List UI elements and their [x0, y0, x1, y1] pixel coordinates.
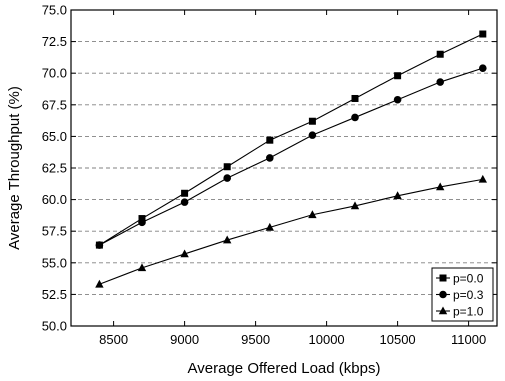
legend: p=0.0 p=0.3 p=1.0	[431, 267, 494, 322]
data-point	[223, 235, 232, 244]
data-point	[95, 241, 104, 249]
series-line	[99, 67, 483, 246]
y-tick-label: 75.0	[42, 3, 67, 18]
data-point	[436, 50, 444, 58]
x-tick-label: 10000	[309, 332, 345, 347]
axis-ticks: 50.0 52.5 55.0 57.5 60.0 62.5 65.0 67.5 70.0 72.5…	[42, 3, 497, 347]
y-tick-label: 67.5	[42, 97, 67, 112]
legend-label: p=0.3	[453, 288, 484, 302]
y-tick-label: 70.0	[42, 66, 67, 81]
series-layer	[95, 30, 487, 288]
data-point	[265, 222, 274, 231]
data-point	[266, 136, 274, 144]
data-point	[308, 117, 316, 125]
series-p=0.3	[95, 64, 487, 249]
data-point	[138, 218, 146, 227]
y-tick-label: 52.5	[42, 287, 67, 302]
data-point	[436, 78, 445, 86]
x-tick-label: 10500	[380, 332, 416, 347]
legend-marker	[438, 306, 448, 315]
series-line	[99, 178, 483, 285]
y-tick-label: 57.5	[42, 224, 67, 239]
data-point	[479, 64, 487, 72]
data-point	[351, 94, 359, 102]
y-tick-label: 50.0	[42, 319, 67, 334]
data-point	[181, 189, 189, 197]
data-point	[350, 201, 360, 210]
data-point	[479, 30, 487, 38]
y-tick-label: 65.0	[42, 129, 67, 144]
y-tick-label: 60.0	[42, 192, 67, 207]
series-line	[99, 33, 484, 246]
data-point	[436, 182, 445, 191]
y-tick-label: 62.5	[42, 161, 67, 176]
x-axis-title: Average Offered Load (kbps)	[188, 360, 381, 377]
data-point	[137, 263, 147, 272]
legend-item: p=0.0	[436, 272, 484, 286]
data-point	[95, 279, 104, 288]
data-point	[180, 249, 189, 258]
data-point	[308, 131, 317, 139]
data-point	[180, 198, 189, 206]
x-tick-label: 11000	[451, 332, 486, 347]
legend-item: p=0.3	[436, 288, 484, 302]
y-tick-label: 55.0	[42, 255, 67, 270]
legend-item: p=1.0	[436, 305, 484, 319]
y-tick-label: 72.5	[42, 34, 67, 49]
data-point	[266, 154, 274, 162]
data-point	[308, 210, 317, 219]
data-point	[351, 113, 359, 122]
grid-lines	[71, 41, 497, 295]
y-axis-title: Average Throughput (%)	[6, 86, 23, 250]
legend-marker	[439, 290, 447, 299]
x-tick-label: 9500	[241, 332, 270, 347]
series-p=1.0	[95, 174, 487, 288]
data-point	[478, 174, 487, 183]
x-tick-label: 9000	[170, 332, 199, 347]
data-point	[393, 191, 402, 200]
series-p=0.0	[95, 30, 487, 249]
data-point	[223, 163, 231, 171]
data-point	[393, 95, 402, 104]
legend-label: p=1.0	[453, 305, 484, 319]
legend-label: p=0.0	[453, 272, 484, 286]
data-point	[394, 72, 402, 80]
x-tick-label: 8500	[99, 332, 128, 347]
data-point	[223, 174, 231, 182]
legend-marker	[439, 274, 447, 282]
